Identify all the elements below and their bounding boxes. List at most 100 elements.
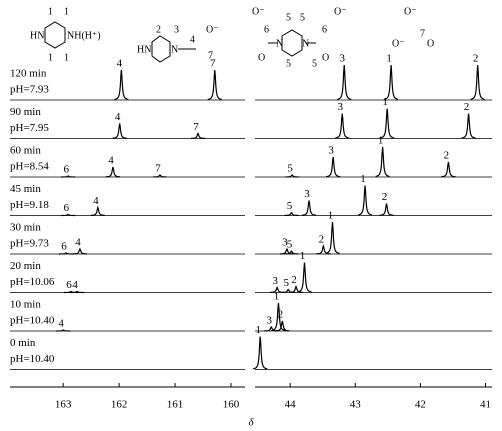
peak-label: 2 xyxy=(473,53,479,65)
peak-label: 2 xyxy=(291,274,297,286)
struct-label: NH(H⁺) xyxy=(67,30,101,41)
x-tick-label: 41 xyxy=(480,399,491,411)
peak-label: 4 xyxy=(58,318,64,330)
peak-label: 7 xyxy=(193,121,199,133)
peak xyxy=(285,174,300,178)
ring xyxy=(151,35,171,63)
struct-label: 3 xyxy=(174,24,179,35)
peak-label: 3 xyxy=(267,315,273,327)
struct-label: 5 xyxy=(286,12,291,23)
peak-label: 6 xyxy=(63,164,69,176)
spectrum-ph: pH=7.93 xyxy=(10,84,49,96)
peak xyxy=(275,320,290,332)
x-tick-label: 44 xyxy=(285,399,297,411)
struct-label: N xyxy=(276,38,283,49)
struct-label: 1 xyxy=(64,52,69,63)
peak xyxy=(114,69,129,100)
peak xyxy=(61,175,76,178)
peak-label: 2 xyxy=(444,150,450,162)
struct-label: O xyxy=(427,38,434,49)
peak xyxy=(284,250,299,255)
struct-label: O⁻ xyxy=(404,6,417,17)
struct-label: 5 xyxy=(300,12,305,23)
peak xyxy=(288,284,304,293)
peak xyxy=(316,243,331,255)
peak-label: 1 xyxy=(386,53,392,65)
peak-label: 1 xyxy=(378,135,384,147)
peak xyxy=(61,213,76,217)
peak xyxy=(70,290,85,294)
struct-label: O xyxy=(258,52,265,63)
peak xyxy=(335,113,350,139)
spectrum-time: 20 min xyxy=(10,260,41,272)
peak xyxy=(380,108,395,139)
peak-label: 4 xyxy=(75,237,81,249)
peak xyxy=(375,146,390,177)
peak-label: 2 xyxy=(278,309,284,321)
peak-label: 4 xyxy=(108,155,114,167)
struct-label: 1 xyxy=(48,6,53,17)
x-tick-label: 163 xyxy=(55,399,72,411)
peak-label: 4 xyxy=(93,195,99,207)
peak xyxy=(284,211,299,217)
peak-label: 6 xyxy=(63,202,69,214)
peak xyxy=(357,185,373,216)
x-tick-label: 43 xyxy=(350,399,362,411)
spectrum-ph: pH=9.18 xyxy=(10,199,49,211)
spectrum-ph: pH=9.73 xyxy=(10,238,49,250)
peak xyxy=(279,247,294,255)
spectrum-ph: pH=8.54 xyxy=(10,161,49,173)
peak-label: 3 xyxy=(304,188,310,200)
peak xyxy=(326,156,341,178)
peak xyxy=(379,203,394,216)
peak xyxy=(325,221,340,254)
peak xyxy=(383,64,399,100)
struct-label: 4 xyxy=(190,34,195,45)
struct-label: HN xyxy=(30,30,44,41)
peak-label: 4 xyxy=(115,111,121,123)
peak-label: 4 xyxy=(72,279,78,291)
peak xyxy=(72,247,87,255)
peak xyxy=(271,302,286,332)
spectrum-time: 0 min xyxy=(10,337,36,349)
peak xyxy=(152,174,167,178)
ring xyxy=(281,29,303,57)
peak-label: 3 xyxy=(272,275,278,287)
x-axis-label: δ xyxy=(248,417,254,429)
peak xyxy=(58,252,73,255)
struct-label: 1 xyxy=(64,6,69,17)
spectrum-time: 120 min xyxy=(10,68,47,80)
peak xyxy=(90,205,105,216)
peak-label: 3 xyxy=(282,237,288,249)
struct-label: O xyxy=(322,52,329,63)
x-tick-label: 162 xyxy=(111,399,128,411)
peak-label: 1 xyxy=(360,173,366,185)
peak xyxy=(105,166,120,178)
peak-label: 3 xyxy=(337,101,343,113)
peak xyxy=(207,69,222,100)
peak-label: 5 xyxy=(287,200,293,212)
struct-label: O⁻ xyxy=(206,24,219,35)
peak xyxy=(441,161,456,178)
struct-label: 7 xyxy=(420,28,425,39)
x-tick-label: 161 xyxy=(167,399,184,411)
struct-label: 5 xyxy=(286,58,291,69)
spectrum-time: 30 min xyxy=(10,222,41,234)
peak-label: 6 xyxy=(61,241,67,253)
peak xyxy=(253,336,268,370)
structures: 1 1 1 1 HN NH(H⁺) 2 3 HN N 4 O⁻ 7 O⁻ 6 5… xyxy=(30,6,434,69)
peak-label: 5 xyxy=(283,277,289,289)
spectrum-time: 45 min xyxy=(10,183,41,195)
struct-label: O⁻ xyxy=(252,6,265,17)
spectrum-time: 90 min xyxy=(10,106,41,118)
peak xyxy=(461,113,476,139)
struct-label: 5 xyxy=(312,58,317,69)
spectrum-ph: pH=10.40 xyxy=(10,315,55,327)
peak-label: 3 xyxy=(339,53,345,65)
peak-label: 7 xyxy=(210,58,216,70)
peak xyxy=(337,64,352,100)
struct-label: 7 xyxy=(208,50,213,61)
peak xyxy=(56,329,71,332)
peak-label: 7 xyxy=(155,163,161,175)
